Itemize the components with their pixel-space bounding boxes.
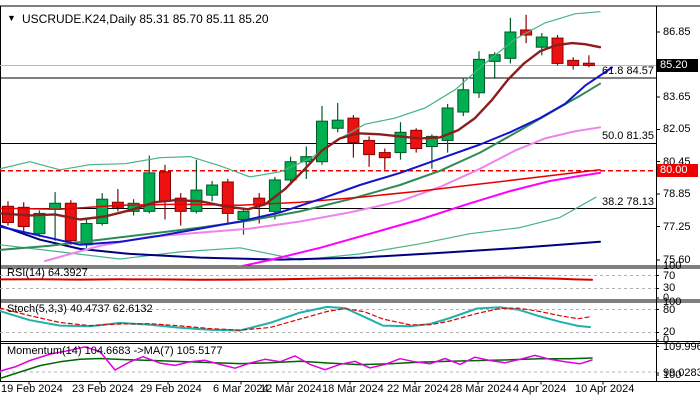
lower-band — [0, 196, 597, 261]
price-axis-label[interactable]: 78.85 — [663, 188, 691, 201]
indicator-label-rsi: RSI(14) 64.3927 — [7, 267, 88, 279]
candle-body-25-mar — [394, 131, 407, 154]
indicator-label-stochastic: Stoch(5,3,3) 40.4737 62.6132 — [7, 303, 153, 315]
candle-body-18-mar — [316, 120, 328, 163]
blue-ma — [0, 66, 613, 246]
candle-body-27-mar — [425, 135, 438, 148]
momentum-ma — [0, 357, 593, 380]
candle-body-28-mar — [441, 107, 454, 141]
time-axis-label[interactable]: 18 Mar 2024 — [322, 383, 384, 395]
fib-level-label: 38.2 78.13 — [602, 195, 654, 208]
rsi-axis-label[interactable]: 30 — [663, 282, 676, 295]
price-axis-label[interactable]: 82.05 — [663, 123, 691, 136]
rsi-line — [0, 276, 593, 281]
stochastic-axis-label[interactable]: 80 — [663, 303, 676, 316]
candle-body-15-mar — [300, 156, 313, 163]
time-axis-label[interactable]: 28 Mar 2024 — [450, 383, 512, 395]
fib-level-label: 61.8 84.57 — [602, 65, 654, 78]
candle-body-27-feb — [96, 198, 109, 225]
magenta-ma — [237, 171, 601, 266]
candle-body-2-apr — [488, 54, 501, 62]
momentum-axis-label[interactable]: 99.0283 — [663, 367, 700, 380]
price-axis-label[interactable]: 83.65 — [663, 90, 691, 103]
candle-body-21-feb — [33, 212, 46, 235]
price-badge-80.00: 80.00 — [657, 164, 698, 178]
time-axis-label[interactable]: 23 Feb 2024 — [72, 383, 134, 395]
rsi-axis-label[interactable]: 0 — [663, 292, 670, 304]
fib-level-label: 50.0 81.35 — [602, 130, 654, 143]
stochastic-axis-label[interactable]: 0 — [663, 334, 670, 346]
candles-group — [2, 14, 595, 248]
candle-body-10-apr — [582, 62, 595, 66]
candle-body-1-mar — [143, 172, 156, 212]
candle-body-11-mar — [237, 210, 250, 220]
price-axis-label[interactable]: 86.85 — [663, 26, 691, 38]
candle-body-5-apr — [535, 36, 548, 48]
stochastic-axis-label[interactable]: 100 — [663, 296, 682, 308]
time-axis-label[interactable]: 12 Mar 2024 — [260, 383, 322, 395]
candle-body-20-feb — [17, 206, 30, 228]
candle-body-23-feb — [64, 202, 77, 242]
time-axis-label[interactable]: 6 Mar 2024 — [213, 383, 269, 395]
momentum-axis-label[interactable]: 109.9961 — [663, 340, 700, 353]
candle-body-29-mar — [457, 89, 470, 113]
candle-body-21-mar — [363, 139, 376, 156]
time-axis-label[interactable]: 19 Feb 2024 — [1, 383, 63, 395]
candle-body-8-mar — [221, 181, 234, 214]
time-axis-label[interactable]: 22 Mar 2024 — [387, 383, 449, 395]
rsi-axis-label[interactable]: 100 — [663, 260, 682, 272]
indicator-label-momentum: Momentum(14) 104.6683 ->MA(7) 105.5177 — [7, 345, 223, 357]
candle-body-4-mar — [159, 171, 171, 202]
candle-body-8-apr — [551, 37, 564, 64]
momentum-line — [0, 346, 593, 372]
maroon-ma — [0, 41, 602, 221]
candle-body-14-mar — [284, 161, 297, 181]
red-ma — [0, 169, 601, 211]
candle-body-19-mar — [331, 119, 344, 129]
candle-body-1-apr — [473, 58, 485, 94]
price-axis-label[interactable]: 75.60 — [663, 254, 691, 266]
time-axis-label[interactable]: 29 Feb 2024 — [140, 383, 202, 395]
candle-body-22-mar — [378, 152, 391, 159]
candle-body-9-apr — [567, 59, 580, 66]
rsi-axis-label[interactable]: 70 — [663, 269, 676, 282]
time-axis-label[interactable]: 4 Apr 2024 — [513, 383, 567, 395]
stochastic-axis-label[interactable]: 20 — [663, 326, 676, 339]
candle-body-7-mar — [206, 184, 219, 196]
time-axis-label[interactable]: 10 Apr 2024 — [575, 383, 635, 395]
chart-title-ohlc: USCRUDE.K24,Daily 85.31 85.70 85.11 85.2… — [22, 12, 269, 26]
candle-body-3-apr — [504, 31, 517, 59]
stoch-signal — [0, 307, 591, 331]
chart-title-dropdown-icon[interactable]: ▼ — [7, 13, 16, 23]
price-axis-label[interactable]: 77.25 — [663, 220, 691, 233]
momentum-axis-label[interactable]: 100 — [663, 369, 682, 382]
price-badge-85.20: 85.20 — [657, 58, 698, 72]
upper-band — [0, 11, 601, 178]
